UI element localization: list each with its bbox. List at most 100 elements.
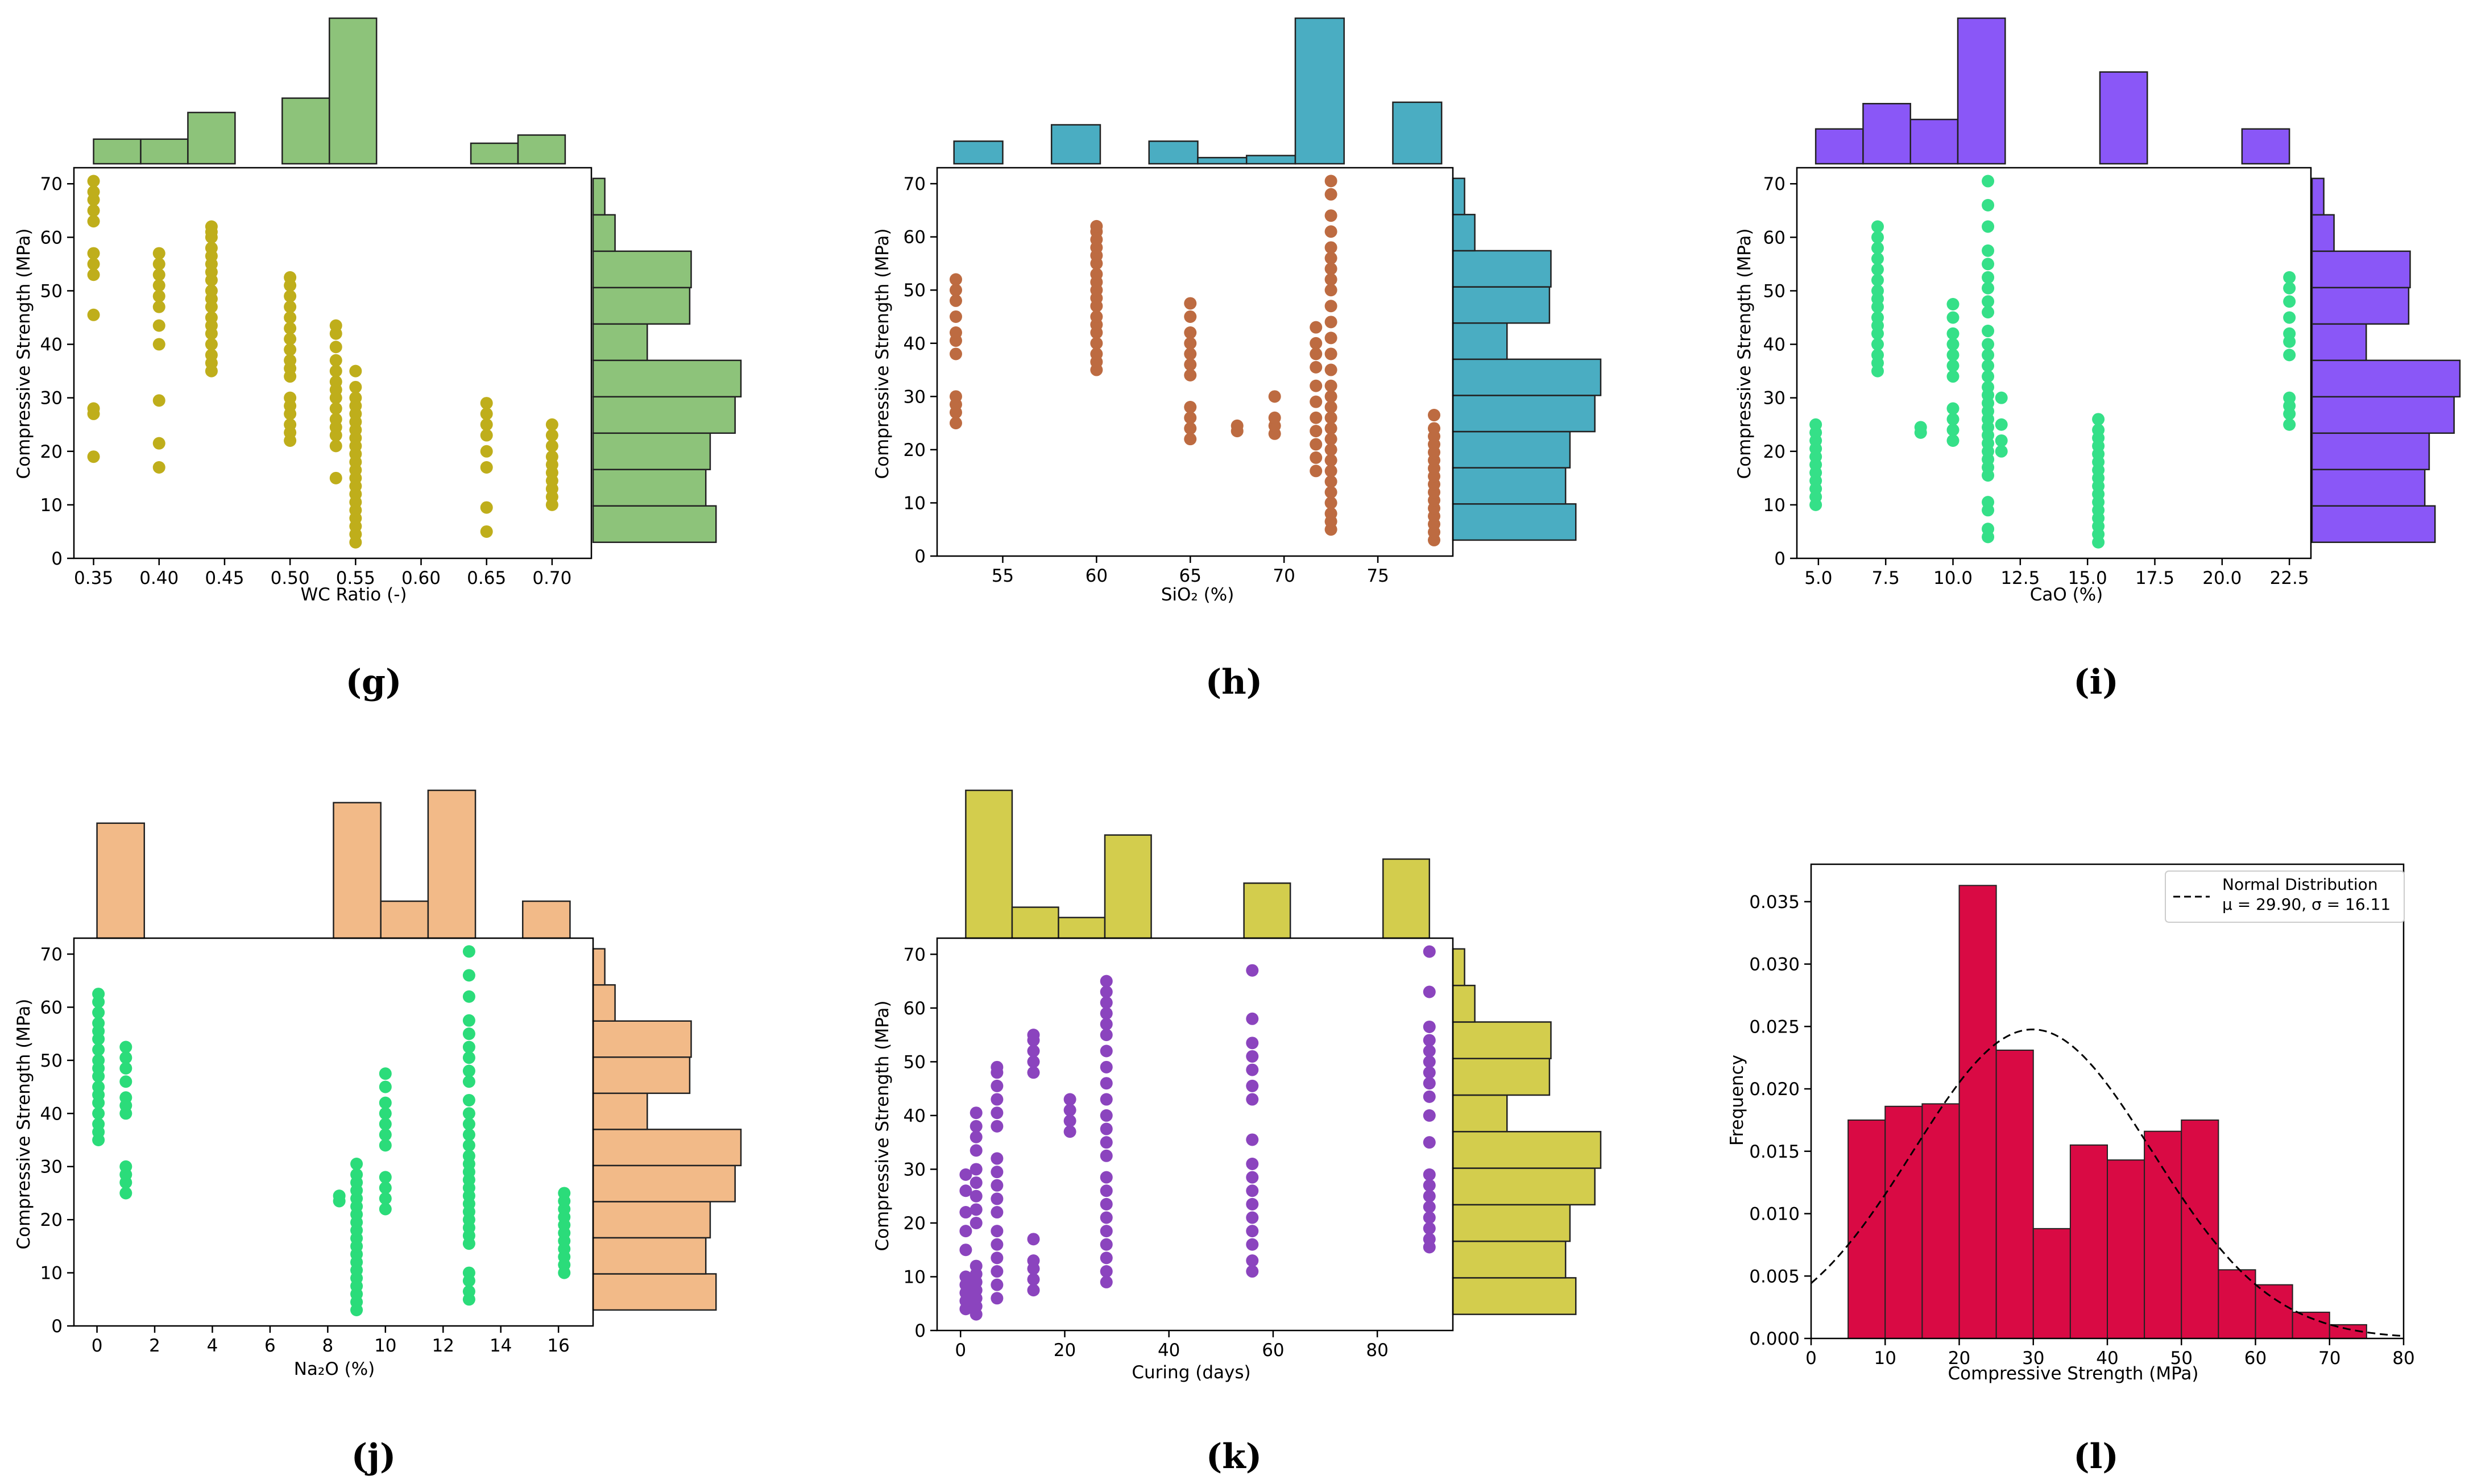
top-histogram-j bbox=[96, 789, 571, 939]
side-hist-bar-h bbox=[1452, 467, 1567, 505]
scatter-point-j bbox=[462, 945, 475, 958]
y-tick-label-h: 40 bbox=[904, 334, 926, 354]
side-hist-bar-j bbox=[592, 1020, 692, 1058]
scatter-point-g bbox=[480, 418, 493, 431]
axes-h: 55 60 65 70 75 0 10 20 30 40 50 60 70 bbox=[904, 167, 1454, 586]
side-hist-bar-k bbox=[1452, 1240, 1567, 1279]
x-tick-label-k: 40 bbox=[1158, 1340, 1180, 1361]
y-tick-label-k: 60 bbox=[904, 998, 926, 1019]
x-tick-label-l: 40 bbox=[2096, 1348, 2118, 1369]
x-tick-label-k: 80 bbox=[1366, 1340, 1388, 1361]
y-tick-label-i: 10 bbox=[1763, 495, 1786, 516]
scatter-point-k bbox=[1100, 1184, 1113, 1197]
side-hist-bar-h bbox=[1452, 177, 1465, 215]
scatter-point-k bbox=[1246, 1079, 1259, 1092]
top-hist-bar-h bbox=[1245, 155, 1296, 165]
scatter-point-i bbox=[1809, 418, 1822, 431]
scatter-point-i bbox=[1982, 325, 1995, 338]
side-hist-bar-j bbox=[592, 1129, 742, 1167]
scatter-point-k bbox=[1100, 1211, 1113, 1224]
scatter-point-k bbox=[991, 1238, 1004, 1251]
top-hist-bar-h bbox=[1197, 156, 1248, 165]
top-hist-bar-k bbox=[1104, 834, 1152, 939]
scatter-point-i bbox=[2092, 413, 2105, 426]
scatter-point-g bbox=[284, 354, 297, 367]
side-hist-bar-k bbox=[1452, 984, 1476, 1023]
scatter-point-g bbox=[480, 525, 493, 538]
y-tick-label-j: 70 bbox=[40, 944, 63, 965]
x-tick-label-g: 0.60 bbox=[401, 568, 441, 588]
scatter-point-g bbox=[205, 311, 218, 324]
scatter-point-i bbox=[1871, 338, 1884, 351]
scatter-point-g bbox=[329, 402, 342, 415]
scatter-point-g bbox=[284, 343, 297, 356]
scatter-point-i bbox=[1871, 231, 1884, 244]
x-axis-label-j: Na₂O (%) bbox=[294, 1359, 375, 1379]
scatter-point-i bbox=[1995, 445, 2008, 458]
scatter-point-g bbox=[480, 445, 493, 458]
scatter-point-i bbox=[1946, 327, 1960, 340]
scatter-point-g bbox=[152, 338, 165, 351]
side-hist-bar-h bbox=[1452, 214, 1476, 252]
scatter-point-k bbox=[1423, 1211, 1436, 1224]
scatter-point-i bbox=[2283, 327, 2296, 340]
scatter-point-h bbox=[1310, 451, 1323, 464]
y-tick-label-l: 0.010 bbox=[1749, 1204, 1800, 1225]
scatter-point-g bbox=[152, 461, 165, 474]
scatter-point-j bbox=[462, 1075, 475, 1088]
top-hist-bar-g bbox=[517, 134, 566, 165]
scatter-point-k bbox=[991, 1192, 1004, 1205]
side-hist-bar-g bbox=[592, 323, 648, 362]
side-hist-bar-k bbox=[1452, 1021, 1552, 1059]
scatter-point-h bbox=[1324, 486, 1337, 499]
scatter-point-g bbox=[152, 289, 165, 302]
x-tick-label-g: 0.70 bbox=[532, 568, 571, 588]
scatter-point-k bbox=[970, 1144, 983, 1157]
scatter-point-k bbox=[1423, 945, 1436, 958]
side-hist-bar-i bbox=[2311, 505, 2436, 544]
scatter-point-h bbox=[1184, 411, 1197, 424]
scatter-point-j bbox=[462, 1107, 475, 1120]
x-tick-label-j: 12 bbox=[432, 1336, 454, 1356]
y-tick-label-i: 20 bbox=[1763, 442, 1786, 462]
scatter-point-k bbox=[1027, 1254, 1040, 1267]
side-hist-bar-h bbox=[1452, 503, 1577, 541]
scatter-point-g bbox=[152, 279, 165, 292]
scatter-point-g bbox=[205, 220, 218, 233]
x-tick-label-h: 60 bbox=[1086, 566, 1108, 586]
scatter-point-j bbox=[379, 1203, 392, 1216]
scatter-point-g bbox=[205, 242, 218, 255]
top-hist-bar-g bbox=[140, 138, 189, 165]
scatter-point-i bbox=[1946, 434, 1960, 447]
panel-k: 0 20 40 60 80 0 10 20 30 40 50 60 70 Curing (days) C… bbox=[872, 789, 1602, 1477]
scatter-points-g bbox=[87, 175, 558, 549]
side-hist-bar-k bbox=[1452, 1204, 1571, 1242]
scatter-point-k bbox=[1246, 1197, 1259, 1211]
top-hist-bar-k bbox=[1243, 882, 1291, 939]
side-hist-bar-g bbox=[592, 214, 616, 252]
x-tick-label-j: 2 bbox=[149, 1336, 160, 1356]
scatter-point-g bbox=[205, 284, 218, 297]
x-tick-label-g: 0.55 bbox=[336, 568, 375, 588]
x-tick-label-k: 60 bbox=[1262, 1340, 1284, 1361]
y-tick-label-h: 30 bbox=[904, 387, 926, 407]
scatter-point-k bbox=[959, 1168, 972, 1181]
scatter-point-j bbox=[462, 969, 475, 982]
x-tick-label-g: 0.35 bbox=[74, 568, 113, 588]
scatter-point-h bbox=[1324, 465, 1337, 478]
scatter-point-j bbox=[462, 1128, 475, 1141]
side-hist-bar-i bbox=[2311, 396, 2455, 434]
y-tick-label-k: 20 bbox=[904, 1213, 926, 1234]
top-hist-bar-i bbox=[2099, 71, 2148, 165]
scatter-points-k bbox=[959, 945, 1436, 1321]
x-tick-label-l: 60 bbox=[2244, 1348, 2267, 1369]
scatter-point-g bbox=[87, 258, 100, 271]
top-hist-bar-j bbox=[96, 822, 146, 939]
y-tick-label-k: 70 bbox=[904, 944, 926, 965]
scatter-point-j bbox=[379, 1128, 392, 1141]
scatter-point-h bbox=[1324, 443, 1337, 456]
scatter-point-k bbox=[1423, 1090, 1436, 1103]
scatter-point-k bbox=[1100, 1093, 1113, 1106]
y-axis-label-i: Compressive Strength (MPa) bbox=[1734, 229, 1755, 479]
scatter-point-g bbox=[152, 437, 165, 450]
